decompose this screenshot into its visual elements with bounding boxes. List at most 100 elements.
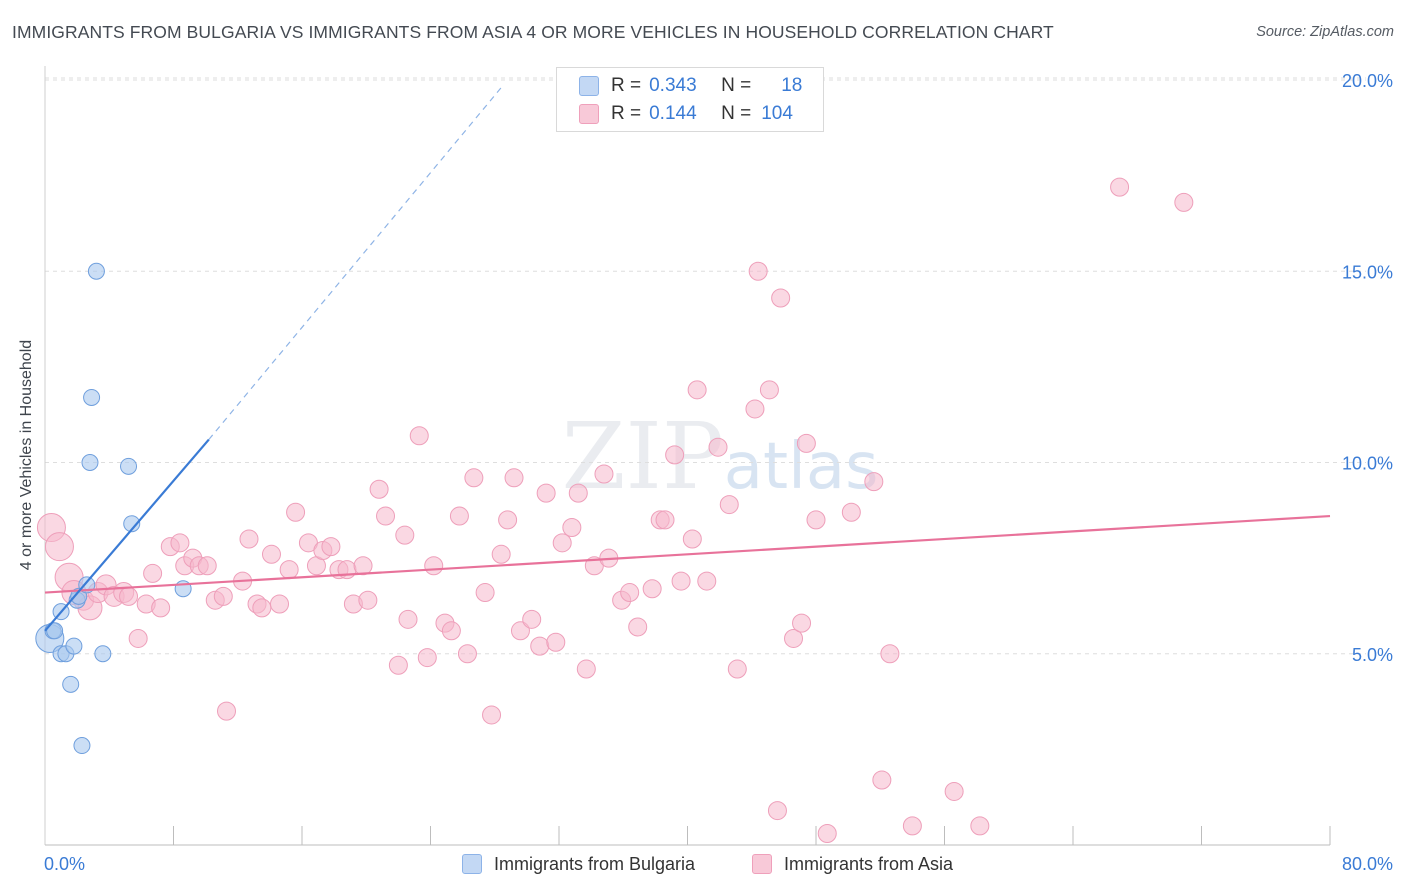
y-tick-label: 5.0% xyxy=(1352,645,1393,665)
data-point-asia xyxy=(806,510,826,530)
data-point-asia xyxy=(536,483,556,503)
data-point-asia xyxy=(353,556,373,576)
series-bulgaria-points xyxy=(35,262,192,755)
y-tick-label: 15.0% xyxy=(1342,262,1393,282)
data-point-asia xyxy=(213,586,233,606)
data-point-asia xyxy=(510,621,530,641)
data-point-asia xyxy=(1174,192,1194,212)
data-point-asia xyxy=(398,609,418,629)
data-point-asia xyxy=(239,529,259,549)
data-point-asia xyxy=(628,617,648,637)
data-point-asia xyxy=(358,590,378,610)
y-tick-label: 10.0% xyxy=(1342,454,1393,474)
data-point-asia xyxy=(745,399,765,419)
bottom-legend-bulgaria: Immigrants from Bulgaria xyxy=(462,852,695,876)
data-point-asia xyxy=(286,502,306,522)
legend-n-value-asia: 104 xyxy=(761,103,793,124)
data-point-asia xyxy=(687,380,707,400)
data-point-asia xyxy=(671,571,691,591)
data-point-asia xyxy=(562,518,582,538)
data-point-asia xyxy=(771,288,791,308)
data-point-asia xyxy=(441,621,461,641)
bottom-legend-label-asia: Immigrants from Asia xyxy=(784,853,954,874)
data-point-asia xyxy=(143,563,163,583)
data-point-asia xyxy=(457,644,477,664)
data-point-asia xyxy=(568,483,588,503)
data-point-asia xyxy=(376,506,396,526)
data-point-asia xyxy=(409,426,429,446)
y-tick-label: 20.0% xyxy=(1342,71,1393,91)
data-point-bulgaria xyxy=(83,388,101,406)
data-point-asia xyxy=(872,770,892,790)
legend-n-label: N = xyxy=(721,103,752,124)
data-point-bulgaria xyxy=(73,737,91,755)
data-point-asia xyxy=(620,583,640,603)
data-point-asia xyxy=(864,472,884,492)
data-point-asia xyxy=(642,579,662,599)
data-point-asia xyxy=(727,659,747,679)
bottom-legend-swatch-asia xyxy=(752,854,772,874)
chart-title: IMMIGRANTS FROM BULGARIA VS IMMIGRANTS F… xyxy=(12,22,1054,42)
data-point-asia xyxy=(170,533,190,553)
data-point-asia xyxy=(482,705,502,725)
data-point-asia xyxy=(1110,177,1130,197)
data-point-bulgaria xyxy=(94,645,112,663)
data-point-bulgaria xyxy=(46,622,64,640)
data-point-asia xyxy=(748,261,768,281)
data-point-asia xyxy=(880,644,900,664)
gridlines xyxy=(45,77,1366,655)
data-point-asia xyxy=(759,380,779,400)
data-point-asia xyxy=(767,801,787,821)
legend-r-value-bulgaria: 0.343 xyxy=(649,75,697,96)
data-point-asia xyxy=(475,583,495,603)
data-point-asia xyxy=(252,598,272,618)
watermark: ZIPatlas xyxy=(562,403,879,510)
watermark-zip: ZIP xyxy=(562,403,724,510)
data-point-asia xyxy=(841,502,861,522)
data-point-asia xyxy=(546,632,566,652)
data-point-asia xyxy=(792,613,812,633)
data-point-asia xyxy=(665,445,685,465)
axes xyxy=(44,66,1331,846)
data-point-asia xyxy=(491,544,511,564)
legend-r-label: R = xyxy=(611,103,642,124)
data-point-bulgaria xyxy=(120,457,138,475)
data-point-bulgaria xyxy=(62,675,80,693)
data-point-asia xyxy=(128,628,148,648)
series-asia-points xyxy=(36,177,1194,844)
data-point-asia xyxy=(970,816,990,836)
bottom-legend-label-bulgaria: Immigrants from Bulgaria xyxy=(494,853,696,874)
legend-row-asia: R = 0.144 N = 104 xyxy=(579,102,793,126)
trend-lines xyxy=(44,87,1331,632)
data-point-asia xyxy=(594,464,614,484)
data-point-bulgaria xyxy=(65,637,83,655)
data-point-asia xyxy=(655,510,675,530)
bottom-legend-asia: Immigrants from Asia xyxy=(752,852,953,876)
data-point-asia xyxy=(369,479,389,499)
legend-n-value-bulgaria: 18 xyxy=(781,75,803,96)
data-point-asia xyxy=(449,506,469,526)
data-point-asia xyxy=(464,468,484,488)
data-point-bulgaria xyxy=(81,454,99,471)
data-point-asia xyxy=(784,628,804,648)
data-point-asia xyxy=(217,701,237,721)
data-point-asia xyxy=(902,816,922,836)
legend-row-bulgaria: R = 0.343 N = 18 xyxy=(579,74,802,98)
legend-r-label: R = xyxy=(611,75,642,96)
legend-swatch-asia xyxy=(579,104,599,124)
x-tick-label-min: 0.0% xyxy=(44,854,85,874)
data-point-asia xyxy=(279,560,299,580)
trend-line-asia xyxy=(44,514,1331,594)
data-point-asia xyxy=(682,529,702,549)
data-point-asia xyxy=(498,510,518,530)
data-point-asia xyxy=(697,571,717,591)
legend-n-label: N = xyxy=(721,75,752,96)
data-point-asia xyxy=(530,636,550,656)
source-label: Source: ZipAtlas.com xyxy=(1256,24,1394,40)
data-point-asia xyxy=(388,655,408,675)
data-point-asia xyxy=(119,586,139,606)
data-point-asia xyxy=(321,537,341,557)
data-point-bulgaria xyxy=(87,262,105,280)
data-point-asia xyxy=(552,533,572,553)
